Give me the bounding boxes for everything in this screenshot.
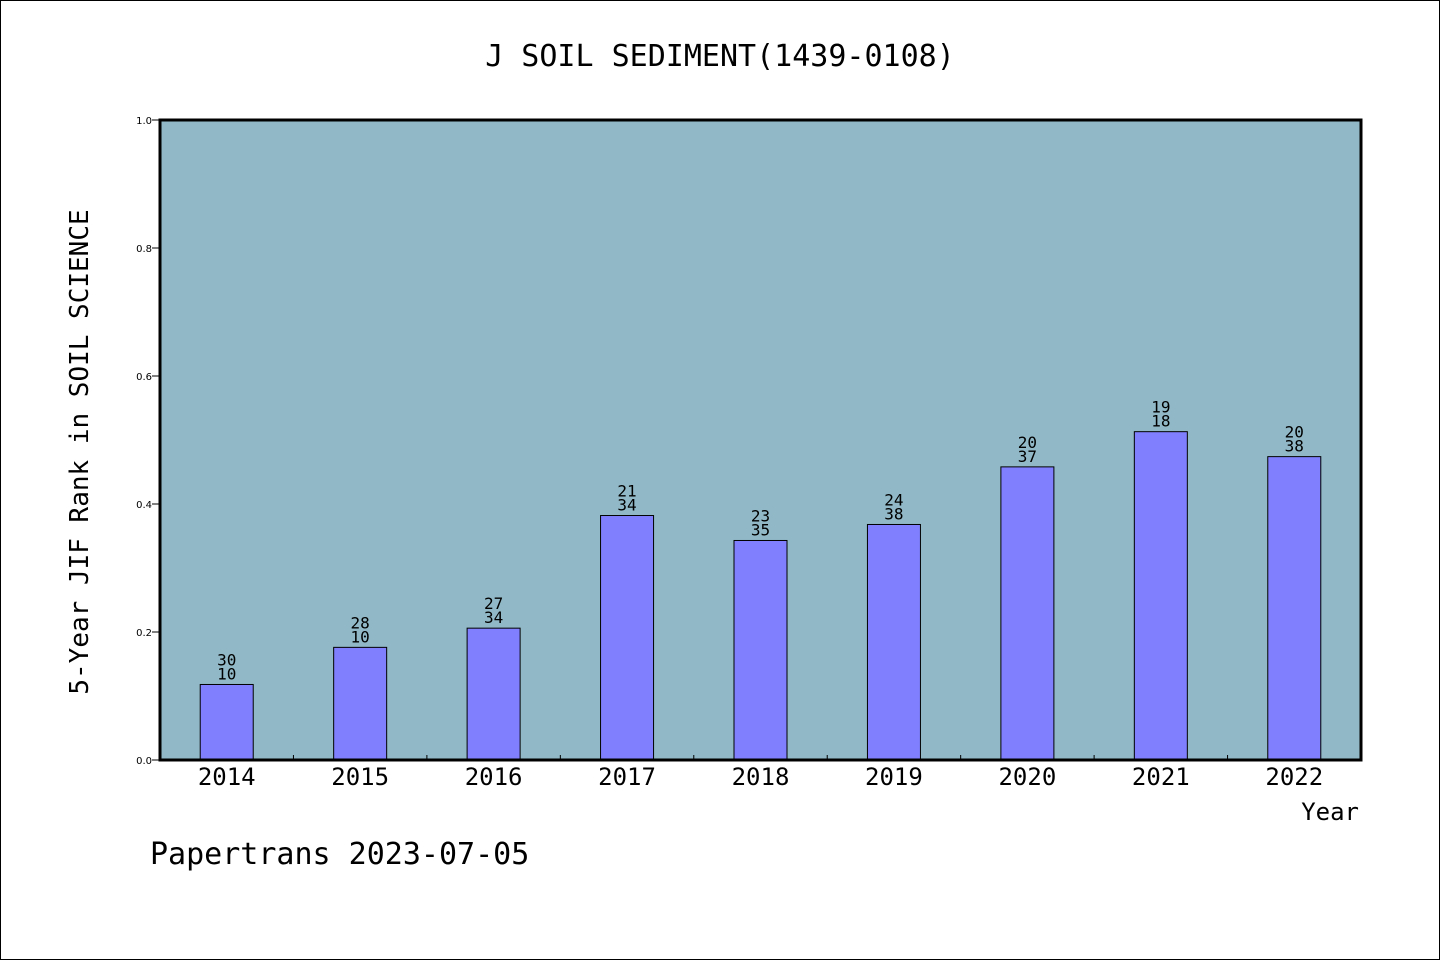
bar <box>199 683 254 761</box>
x-axis-label: Year <box>1301 798 1359 826</box>
bar-label-top: 30 <box>217 650 236 669</box>
y-tick-label: 1.0 <box>136 116 152 127</box>
bar-label-top: 24 <box>884 490 903 509</box>
y-tick-label: 0.0 <box>136 756 152 767</box>
bar-label-top: 21 <box>617 482 636 501</box>
x-tick-label: 2018 <box>732 763 790 791</box>
footer-source-date: Papertrans 2023-07-05 <box>150 837 529 872</box>
y-axis-ticks: 0.0 0.2 0.4 0.6 0.8 1.0 <box>136 116 160 767</box>
y-tick-label: 0.2 <box>136 628 152 639</box>
bar <box>733 539 788 761</box>
y-tick-label: 0.6 <box>136 372 152 383</box>
bar <box>466 627 521 761</box>
chart-title: J SOIL SEDIMENT(1439-0108) <box>485 39 955 74</box>
bar-label-bottom: 37 <box>1018 447 1037 466</box>
bar-label-bottom: 34 <box>484 608 503 627</box>
x-axis-ticks: 2014 2015 2016 2017 2018 2019 2020 2021 2022 <box>198 755 1323 791</box>
bar <box>1267 456 1322 761</box>
x-tick-label: 2022 <box>1265 763 1323 791</box>
bar <box>1133 431 1188 761</box>
bar-label-bottom: 38 <box>1285 437 1304 456</box>
x-tick-label: 2016 <box>465 763 523 791</box>
x-tick-label: 2015 <box>331 763 389 791</box>
y-axis-label: 5-Year JIF Rank in SOIL SCIENCE <box>65 209 95 694</box>
bars-group <box>199 431 1322 761</box>
x-tick-label: 2017 <box>598 763 656 791</box>
bar-label-bottom: 18 <box>1151 412 1170 431</box>
bar-label-top: 28 <box>351 613 370 632</box>
bar-label-bottom: 10 <box>351 627 370 646</box>
bar <box>600 515 655 761</box>
bar-label-top: 20 <box>1285 423 1304 442</box>
bar-label-bottom: 34 <box>617 496 636 515</box>
x-tick-label: 2020 <box>998 763 1056 791</box>
bar-label-top: 20 <box>1018 433 1037 452</box>
bar-label-bottom: 35 <box>751 520 770 539</box>
bar <box>333 646 388 761</box>
bar <box>866 523 921 761</box>
bar <box>1000 466 1055 761</box>
y-tick-label: 0.4 <box>136 500 152 511</box>
bar-label-top: 19 <box>1151 398 1170 417</box>
x-tick-label: 2019 <box>865 763 923 791</box>
x-tick-label: 2021 <box>1132 763 1190 791</box>
y-tick-label: 0.8 <box>136 244 152 255</box>
bar-label-bottom: 10 <box>217 664 236 683</box>
bar-label-top: 23 <box>751 506 770 525</box>
bar-label-top: 27 <box>484 594 503 613</box>
plot-border <box>158 118 1363 762</box>
bar-label-bottom: 38 <box>884 504 903 523</box>
x-tick-label: 2014 <box>198 763 256 791</box>
